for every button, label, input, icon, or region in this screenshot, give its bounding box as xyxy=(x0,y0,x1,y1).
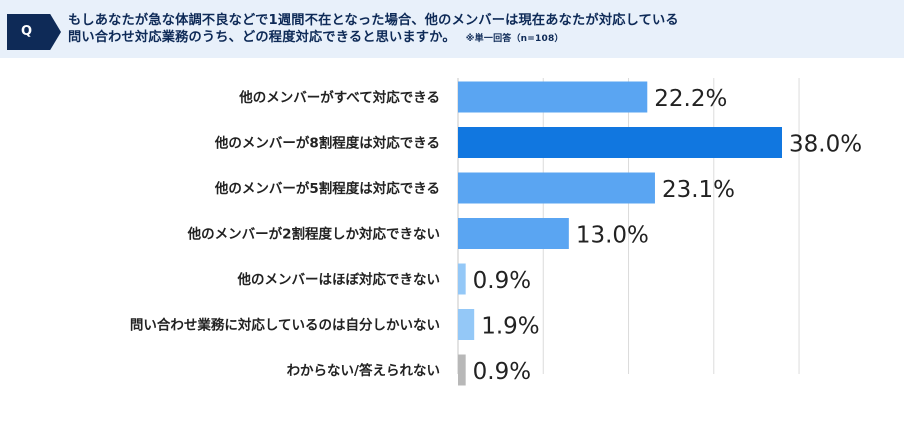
category-label: 他のメンバーがすべて対応できる xyxy=(238,89,440,106)
sample-note: ※単一回答（n=108） xyxy=(465,34,564,44)
category-label: 他のメンバーはほぼ対応できない xyxy=(237,271,441,288)
category-label: 他のメンバーが5割程度は対応できる xyxy=(214,180,440,197)
value-label: 0.9% xyxy=(473,359,531,385)
question-line-1: もしあなたが急な体調不良などで1週間不在となった場合、他のメンバーは現在あなたが… xyxy=(68,13,679,28)
bar xyxy=(458,263,466,295)
bar xyxy=(458,127,782,158)
bar xyxy=(458,309,475,340)
value-label: 13.0% xyxy=(576,223,649,249)
bar xyxy=(458,354,466,386)
bars-group: 他のメンバーがすべて対応できる 22.2% 他のメンバーが8割程度は対応できる 38.… xyxy=(130,81,862,386)
value-label: 22.2% xyxy=(654,86,727,112)
value-label: 23.1% xyxy=(662,177,735,203)
question-line-2-wrap: 問い合わせ対応業務のうち、どの程度対応できると思いますか。 ※単一回答（n=108… xyxy=(68,29,868,48)
bar xyxy=(458,218,569,249)
category-label: 問い合わせ業務に対応しているのは自分しかいない xyxy=(130,317,440,334)
bar xyxy=(458,172,655,204)
value-label: 38.0% xyxy=(789,132,862,158)
question-text: もしあなたが急な体調不良などで1週間不在となった場合、他のメンバーは現在あなたが… xyxy=(68,12,868,48)
question-line-2: 問い合わせ対応業務のうち、どの程度対応できると思いますか。 xyxy=(68,30,456,45)
bar xyxy=(458,81,648,113)
value-label: 0.9% xyxy=(473,268,531,294)
category-label: 他のメンバーが2割程度しか対応できない xyxy=(187,226,440,243)
question-badge: Q xyxy=(7,14,61,50)
category-label: 他のメンバーが8割程度は対応できる xyxy=(214,135,440,152)
category-label: わからない/答えられない xyxy=(287,362,440,379)
question-header: Q もしあなたが急な体調不良などで1週間不在となった場合、他のメンバーは現在あな… xyxy=(0,0,904,58)
value-label: 1.9% xyxy=(481,314,539,340)
